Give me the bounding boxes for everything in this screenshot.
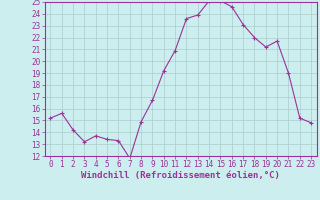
X-axis label: Windchill (Refroidissement éolien,°C): Windchill (Refroidissement éolien,°C) (81, 171, 280, 180)
